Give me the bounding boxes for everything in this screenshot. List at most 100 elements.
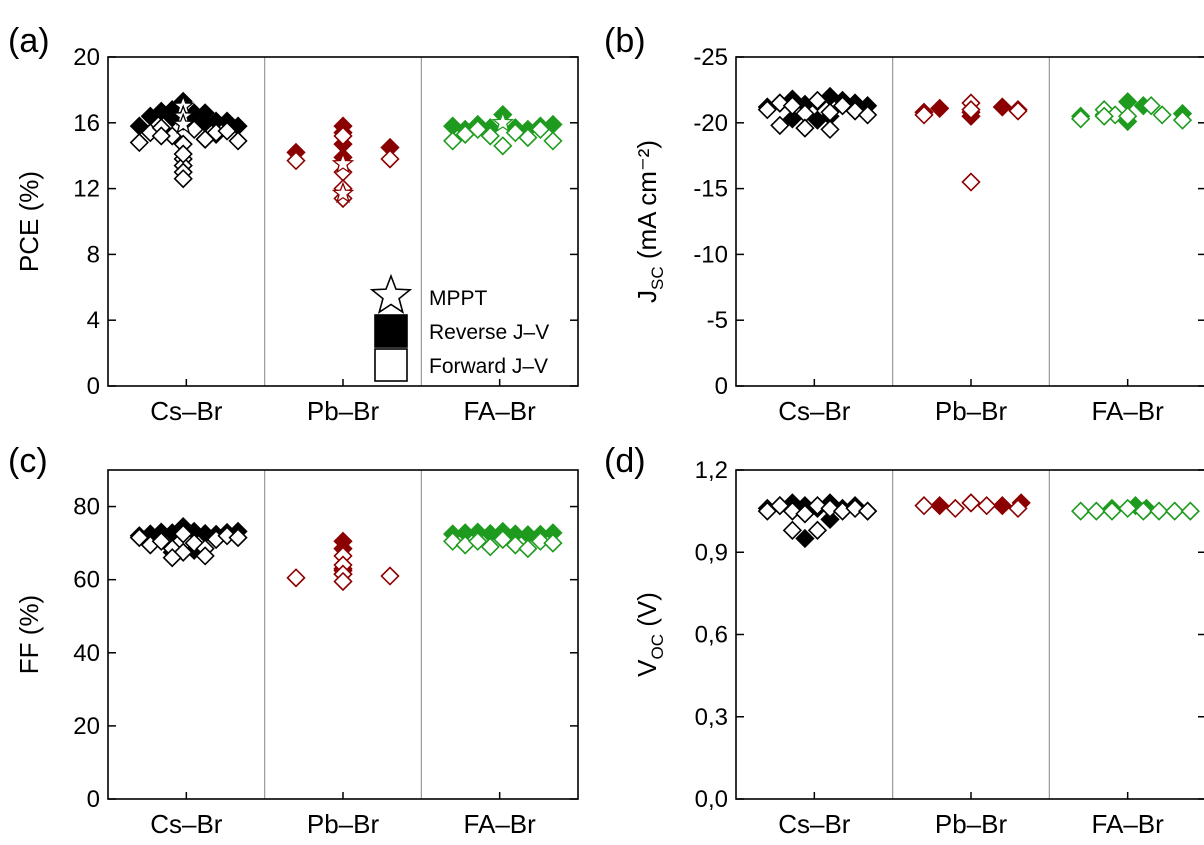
forward-jv-point bbox=[961, 493, 981, 513]
x-category-label: FA–Br bbox=[464, 809, 537, 839]
forward-jv-point bbox=[468, 119, 488, 140]
forward-jv-point bbox=[820, 119, 840, 140]
y-tick-label: 12 bbox=[73, 176, 100, 203]
forward-jv-point bbox=[543, 131, 563, 151]
forward-jv-point bbox=[543, 533, 563, 553]
forward-jv-point bbox=[286, 151, 306, 171]
forward-jv-point bbox=[1141, 96, 1161, 116]
forward-jv-point bbox=[1102, 501, 1122, 521]
forward-jv-point bbox=[845, 101, 865, 121]
forward-jv-point bbox=[770, 93, 790, 113]
panel-label: (a) bbox=[8, 22, 50, 60]
y-tick-label: 80 bbox=[73, 494, 100, 521]
y-tick-label: 0 bbox=[87, 786, 100, 813]
forward-jv-point bbox=[845, 498, 865, 519]
mppt-star-point bbox=[171, 112, 195, 135]
forward-jv-point bbox=[333, 126, 353, 146]
forward-jv-point bbox=[807, 90, 828, 111]
reverse-jv-point bbox=[992, 97, 1012, 117]
y-tick-label: 20 bbox=[73, 713, 100, 740]
legend-label: MPPT bbox=[429, 287, 488, 310]
x-category-label: Pb–Br bbox=[935, 396, 1008, 426]
y-tick-label: 0,9 bbox=[695, 539, 728, 566]
y-tick-label: -5 bbox=[707, 307, 728, 334]
forward-jv-point bbox=[914, 496, 934, 516]
y-tick-label: -10 bbox=[693, 241, 728, 268]
forward-jv-point bbox=[480, 537, 500, 557]
x-category-label: FA–Br bbox=[1092, 396, 1165, 426]
x-category-label: Pb–Br bbox=[307, 809, 380, 839]
forward-jv-point bbox=[129, 132, 149, 153]
y-tick-label: 1,2 bbox=[695, 457, 728, 484]
forward-jv-point bbox=[1071, 109, 1091, 129]
forward-jv-point bbox=[228, 131, 248, 151]
forward-jv-point bbox=[217, 526, 237, 546]
forward-jv-point bbox=[961, 100, 981, 120]
forward-jv-point bbox=[151, 126, 171, 146]
forward-jv-point bbox=[162, 548, 182, 568]
forward-jv-point bbox=[1094, 106, 1114, 126]
panel-d: 0,0 0,3 0,6 0,9 1,2 Cs–Br Pb–Br FA–Br (d) VOC (V) bbox=[604, 442, 1204, 839]
forward-jv-point bbox=[1118, 106, 1138, 126]
forward-jv-point bbox=[195, 129, 215, 149]
forward-jv-point bbox=[782, 520, 803, 540]
reverse-jv-point bbox=[992, 496, 1012, 516]
forward-jv-point bbox=[493, 529, 513, 550]
forward-jv-point bbox=[228, 527, 248, 548]
x-category-label: Pb–Br bbox=[935, 809, 1008, 839]
forward-jv-point bbox=[795, 504, 815, 524]
forward-jv-point bbox=[333, 571, 353, 592]
mppt-star-point bbox=[331, 152, 355, 174]
forward-jv-point bbox=[195, 546, 215, 566]
y-tick-label: 0,6 bbox=[695, 622, 728, 649]
forward-jv-point bbox=[770, 115, 790, 136]
forward-jv-point bbox=[807, 496, 828, 516]
y-axis-label: VOC (V) bbox=[632, 592, 667, 677]
forward-jv-point bbox=[1180, 501, 1200, 521]
y-tick-label: -20 bbox=[693, 110, 728, 137]
forward-jv-point bbox=[518, 127, 538, 148]
x-category-label: Cs–Br bbox=[150, 396, 223, 426]
reverse-jv-point bbox=[930, 98, 950, 118]
forward-jv-point bbox=[1071, 501, 1091, 521]
forward-jv-point bbox=[1152, 105, 1172, 125]
forward-jv-point bbox=[173, 169, 193, 189]
y-axis-label: PCE (%) bbox=[14, 171, 44, 272]
forward-jv-point bbox=[151, 531, 171, 551]
x-category-label: FA–Br bbox=[464, 396, 537, 426]
panel-b: 0 -5 -10 -15 -20 -25 Cs–Br Pb–Br FA–Br (b) JSC (mA… bbox=[604, 22, 1204, 426]
forward-jv-point bbox=[795, 118, 815, 138]
y-tick-label: 40 bbox=[73, 640, 100, 667]
legend-filled-square-icon bbox=[374, 314, 408, 348]
x-category-label: Pb–Br bbox=[307, 396, 380, 426]
y-axis-label: FF (%) bbox=[14, 595, 44, 674]
forward-jv-point bbox=[443, 131, 463, 151]
forward-jv-point bbox=[380, 566, 400, 586]
forward-jv-point bbox=[1008, 498, 1028, 519]
mppt-star-point bbox=[331, 181, 355, 204]
forward-jv-point bbox=[977, 496, 997, 516]
forward-jv-point bbox=[173, 524, 193, 544]
forward-jv-point bbox=[961, 172, 981, 192]
forward-jv-point bbox=[173, 144, 193, 164]
x-category-label: Cs–Br bbox=[778, 396, 851, 426]
forward-jv-point bbox=[480, 126, 500, 146]
y-tick-label: 0 bbox=[87, 373, 100, 400]
forward-jv-point bbox=[820, 498, 840, 519]
y-tick-label: -25 bbox=[693, 44, 728, 71]
reverse-jv-point bbox=[820, 509, 840, 529]
forward-jv-point bbox=[1118, 498, 1138, 519]
forward-jv-point bbox=[380, 149, 400, 169]
forward-jv-point bbox=[1086, 501, 1106, 521]
forward-jv-point bbox=[1165, 501, 1185, 521]
forward-jv-point bbox=[184, 533, 204, 553]
legend-star-icon bbox=[369, 273, 413, 314]
legend-label: Reverse J–V bbox=[429, 321, 549, 344]
forward-jv-point bbox=[757, 100, 777, 120]
plot-frame bbox=[107, 469, 579, 800]
forward-jv-point bbox=[493, 136, 513, 156]
panel-a: 0 4 8 12 16 20 Cs–Br Pb–Br FA–Br (a) PCE (%) bbox=[8, 22, 579, 426]
forward-jv-point bbox=[1172, 110, 1193, 130]
